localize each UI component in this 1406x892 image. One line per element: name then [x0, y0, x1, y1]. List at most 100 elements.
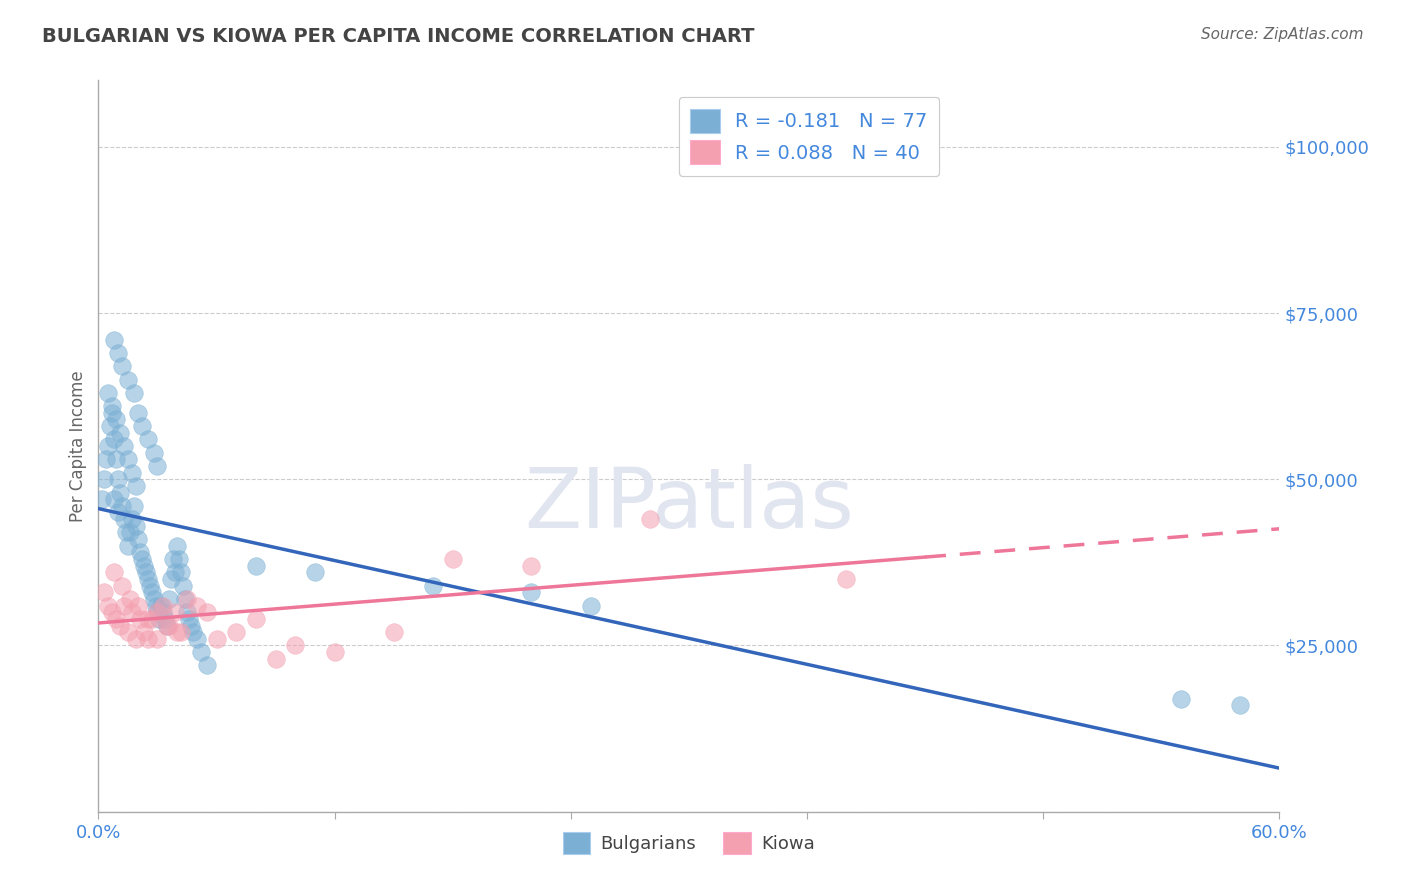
Point [186, 632, 208, 646]
Point [304, 566, 326, 580]
Point [97, 385, 120, 400]
Point [141, 585, 163, 599]
Point [157, 591, 180, 606]
Point [138, 579, 160, 593]
Point [186, 599, 208, 613]
Point [115, 525, 138, 540]
Point [190, 645, 212, 659]
Point [131, 419, 153, 434]
Point [146, 605, 169, 619]
Point [245, 558, 267, 573]
Point [422, 579, 444, 593]
Point [162, 552, 184, 566]
Point [122, 385, 145, 400]
Point [108, 485, 131, 500]
Point [135, 566, 157, 580]
Point [152, 599, 174, 613]
Point [107, 506, 129, 520]
Point [128, 612, 150, 626]
Point [835, 572, 858, 586]
Point [91, 492, 114, 507]
Point [101, 605, 124, 619]
Point [170, 625, 193, 640]
Point [118, 591, 141, 606]
Point [112, 599, 135, 613]
Point [127, 599, 149, 613]
Point [121, 512, 143, 526]
Point [112, 512, 135, 526]
Point [125, 479, 148, 493]
Point [181, 625, 204, 640]
Point [152, 605, 174, 619]
Point [638, 512, 661, 526]
Point [245, 612, 267, 626]
Point [117, 625, 139, 640]
Point [107, 346, 129, 360]
Point [174, 591, 197, 606]
Point [105, 412, 128, 426]
Point [125, 632, 148, 646]
Point [121, 605, 143, 619]
Point [141, 612, 163, 626]
Point [145, 599, 167, 613]
Point [111, 499, 134, 513]
Point [122, 499, 145, 513]
Point [107, 472, 129, 486]
Text: Source: ZipAtlas.com: Source: ZipAtlas.com [1201, 27, 1364, 42]
Point [101, 399, 124, 413]
Point [579, 599, 602, 613]
Point [121, 466, 143, 480]
Point [323, 645, 346, 659]
Point [128, 545, 150, 559]
Point [117, 452, 139, 467]
Point [264, 652, 287, 666]
Point [155, 612, 177, 626]
Point [166, 539, 188, 553]
Point [117, 539, 139, 553]
Point [146, 605, 169, 619]
Point [96, 452, 118, 467]
Point [157, 618, 180, 632]
Point [103, 492, 125, 507]
Point [441, 552, 464, 566]
Point [176, 591, 198, 606]
Point [131, 552, 153, 566]
Point [165, 566, 187, 580]
Point [136, 612, 159, 626]
Point [105, 452, 128, 467]
Point [382, 625, 405, 640]
Point [176, 605, 198, 619]
Point [167, 552, 190, 566]
Point [132, 625, 155, 640]
Point [111, 579, 134, 593]
Point [136, 572, 159, 586]
Point [136, 632, 159, 646]
Point [142, 445, 165, 459]
Point [225, 625, 247, 640]
Point [136, 433, 159, 447]
Point [170, 566, 193, 580]
Text: BULGARIAN VS KIOWA PER CAPITA INCOME CORRELATION CHART: BULGARIAN VS KIOWA PER CAPITA INCOME COR… [42, 27, 755, 45]
Point [1229, 698, 1251, 713]
Point [166, 625, 188, 640]
Point [103, 566, 125, 580]
Point [284, 639, 307, 653]
Point [103, 333, 125, 347]
Point [160, 572, 183, 586]
Point [93, 472, 115, 486]
Point [97, 599, 120, 613]
Point [108, 425, 131, 440]
Point [112, 439, 135, 453]
Point [103, 433, 125, 447]
Point [108, 618, 131, 632]
Point [111, 359, 134, 374]
Point [146, 458, 169, 473]
Point [98, 419, 121, 434]
Point [165, 605, 187, 619]
Point [180, 618, 202, 632]
Point [105, 612, 128, 626]
Point [97, 439, 120, 453]
Point [156, 618, 179, 632]
Point [148, 612, 170, 626]
Point [101, 406, 124, 420]
